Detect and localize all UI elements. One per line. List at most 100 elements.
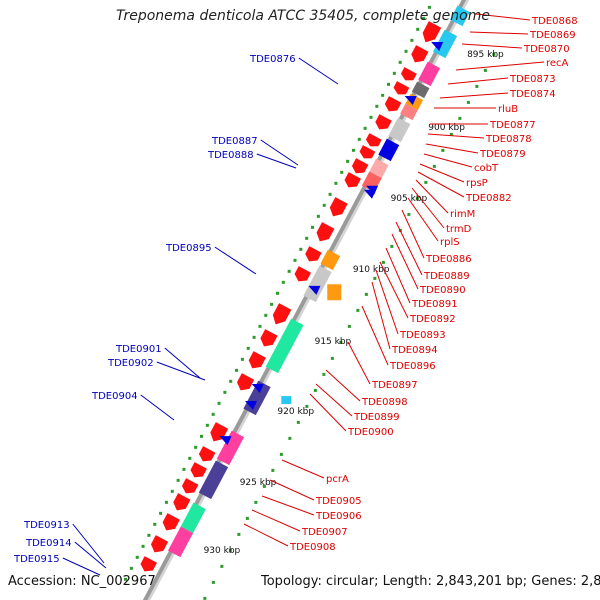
gene-arrow [316,222,335,242]
right-gene-label: TDE0892 [409,314,456,325]
topology-label: Topology: circular; Length: 2,843,201 bp… [261,574,600,589]
gc-track-dot [147,533,151,537]
leader-line [417,171,465,198]
gene-arrow [190,462,207,478]
leader-line [419,163,465,183]
leader-line [469,31,529,35]
gc-track-dot [422,16,426,20]
leader-line [385,247,411,304]
right-gene-label: TDE0898 [361,397,408,408]
scale-track-dot [237,532,241,536]
gene-arrow [411,45,429,63]
scale-track-dot [441,148,445,152]
right-gene-label: TDE0874 [509,89,556,100]
leader-line [164,347,201,379]
leader-line [325,369,361,402]
gc-track-dot [258,324,262,328]
gene-arrow [198,446,216,462]
minor-gene-marker [281,396,292,405]
right-gene-label: TDE0897 [371,380,418,391]
gene-arrow [294,266,312,282]
scale-track-dot [356,308,360,312]
gc-track-dot [340,170,344,174]
gene-arrow [140,556,158,572]
gc-track-dot [363,126,367,130]
gene-arrow [422,21,442,43]
gc-track-dot [293,258,297,262]
scale-track-dot [228,548,232,552]
leader-line [415,179,449,214]
scale-track-dot [492,52,496,56]
gene-box [216,430,245,466]
right-gene-label: rluB [498,104,518,115]
gc-track-dot [281,280,285,284]
gc-track-dot [159,511,163,515]
gc-track-dot [176,478,180,482]
gc-track-dot [199,434,203,438]
gc-track-dot [299,247,303,251]
scale-track-dot [424,180,428,184]
gc-track-dot [246,346,250,350]
right-gene-label: rimM [450,209,475,220]
left-gene-label: TDE0914 [25,538,72,549]
minor-gene-marker [219,436,232,446]
left-gene-label: TDE0904 [91,391,138,402]
leader-line [256,153,297,169]
gc-track-dot [381,93,385,97]
gene-arrow [305,246,322,262]
gene-box [433,29,458,59]
leader-line [347,341,371,385]
gc-track-dot [316,214,320,218]
scale-track-dot [364,292,368,296]
scale-track-dot [407,212,411,216]
gene-box [167,526,194,558]
left-gene-label: TDE0895 [165,243,212,254]
scale-track-dot [313,388,317,392]
right-gene-label: TDE0879 [479,149,526,160]
right-gene-label: TDE0900 [347,427,394,438]
scale-track-dot [339,340,343,344]
scale-track-dot [220,564,224,568]
scale-track-dot [254,500,258,504]
scale-track-dot [458,116,462,120]
gc-track-dot [275,291,279,295]
gene-arrow [237,373,255,391]
gc-track-dot [328,192,332,196]
left-gene-label: TDE0902 [107,358,154,369]
right-gene-label: TDE0878 [485,134,532,145]
gene-arrow [351,158,369,174]
gc-track-dot [404,49,408,53]
scale-label: 900 kbp [428,123,465,133]
gc-track-dot [252,335,256,339]
leader-line [74,541,107,569]
right-gene-label: TDE0894 [391,345,438,356]
right-gene-label: TDE0882 [465,193,512,204]
minor-gene-marker [245,400,258,410]
gene-box [265,318,304,374]
gc-track-dot [351,148,355,152]
gc-track-dot [182,467,186,471]
gene-arrow [181,478,199,494]
gene-arrow [365,133,382,147]
right-gene-label: TDE0893 [399,330,446,341]
right-gene-label: rpsP [466,178,488,189]
right-gene-label: TDE0907 [301,527,348,538]
left-gene-label: TDE0915 [13,554,60,565]
scale-track-dot [296,420,300,424]
left-gene-label: TDE0876 [249,54,296,65]
leader-line [379,261,409,319]
gc-track-dot [135,555,139,559]
left-gene-label: TDE0887 [211,136,258,147]
gene-arrow [359,145,376,159]
leader-line [214,246,257,275]
gene-arrow [329,197,348,217]
scale-track-dot [305,404,309,408]
gene-box [198,460,229,500]
gene-arrow [272,303,292,325]
scale-track-dot [279,452,283,456]
gc-track-dot [217,401,221,405]
leader-line [395,221,423,276]
gene-box [388,117,411,143]
scale-track-dot [322,372,326,376]
gc-track-dot [235,368,239,372]
